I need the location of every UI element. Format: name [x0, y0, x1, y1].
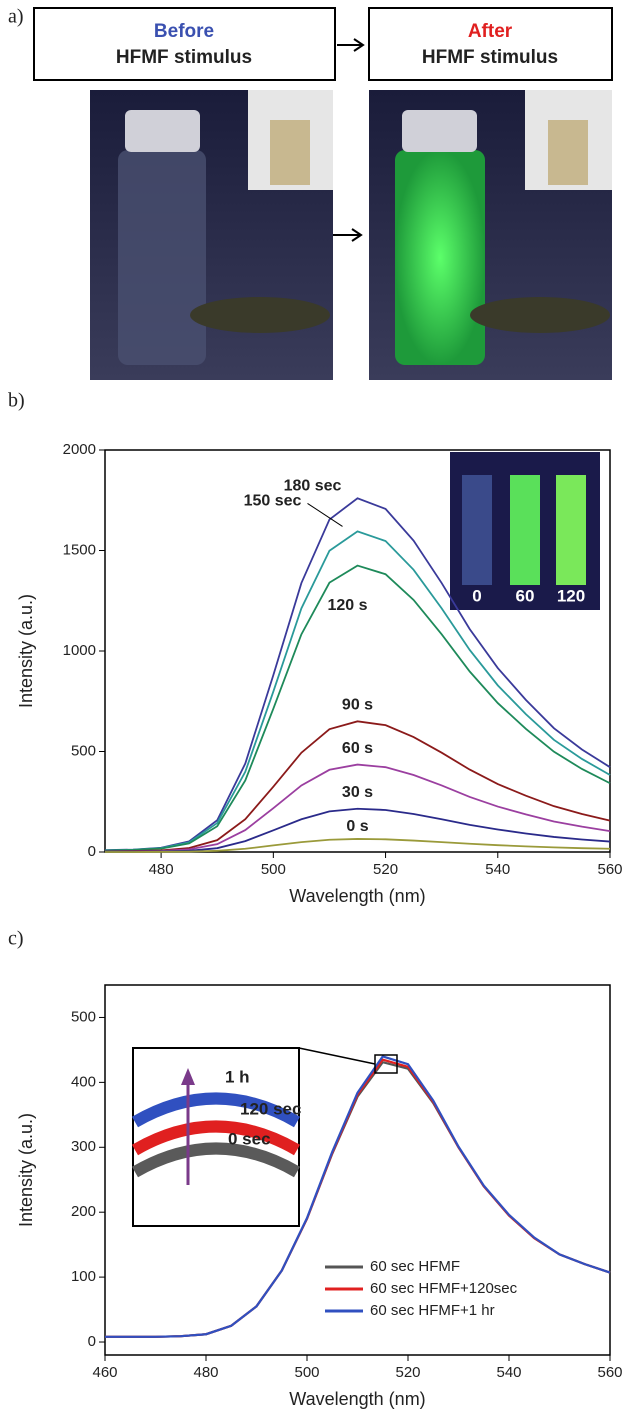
y-axis-title: Intensity (a.u.): [16, 1113, 36, 1227]
x-tick-label: 500: [261, 861, 286, 878]
inset-curve: [131, 1092, 301, 1128]
before-word: Before: [154, 21, 214, 42]
inset-label: 0 sec: [228, 1129, 271, 1148]
inset-curve: [131, 1120, 301, 1156]
x-tick-label: 500: [294, 1364, 319, 1381]
x-tick-label: 520: [373, 861, 398, 878]
photo-before: [90, 90, 333, 380]
legend-label: 60 sec HFMF: [370, 1258, 460, 1275]
line: [105, 838, 611, 853]
before-text: HFMF stimulus: [116, 47, 252, 68]
y-tick-label: 300: [71, 1138, 96, 1155]
series-label: 90 s: [342, 697, 373, 714]
y-tick-label: 200: [71, 1203, 96, 1220]
x-tick-label: 460: [92, 1364, 117, 1381]
arrow-head: [181, 1068, 195, 1085]
y-axis-title: Intensity (a.u.): [16, 594, 36, 708]
series-label: 150 sec: [244, 493, 302, 510]
line: [104, 564, 611, 852]
panel-label: b): [8, 390, 25, 412]
legend-label: 60 sec HFMF+120sec: [370, 1280, 518, 1297]
series-label: 0 s: [346, 818, 368, 835]
panel-label: c): [8, 928, 24, 950]
legend-label: 60 sec HFMF+1 hr: [370, 1302, 495, 1319]
leader: [307, 502, 343, 527]
series-label: 120 s: [327, 597, 367, 614]
x-tick-label: 480: [193, 1364, 218, 1381]
x-axis-title: Wavelength (nm): [289, 886, 425, 906]
inset-label: 0: [472, 586, 481, 605]
inset-label: 120 sec: [240, 1099, 301, 1118]
y-tick-label: 500: [71, 742, 96, 759]
series-label: 30 s: [342, 784, 373, 801]
inset-label: 120: [557, 586, 585, 605]
y-tick-label: 0: [88, 1333, 96, 1350]
y-tick-label: 0: [88, 843, 96, 860]
y-tick-label: 1500: [63, 541, 96, 558]
y-tick-label: 1000: [63, 642, 96, 659]
inset-photo: [450, 452, 600, 610]
x-tick-label: 540: [496, 1364, 521, 1381]
after-word: After: [468, 21, 513, 42]
panel-label: a): [8, 6, 24, 28]
y-tick-label: 400: [71, 1073, 96, 1090]
line: [104, 720, 611, 853]
y-tick-label: 100: [71, 1268, 96, 1285]
x-tick-label: 560: [597, 1364, 622, 1381]
after-text: HFMF stimulus: [422, 47, 558, 68]
x-tick-label: 560: [597, 861, 622, 878]
plot-frame: [104, 984, 611, 1356]
x-tick-label: 480: [149, 861, 174, 878]
arrow: [337, 38, 365, 52]
y-tick-label: 500: [71, 1008, 96, 1025]
x-tick-label: 540: [485, 861, 510, 878]
inset-curve: [131, 1142, 301, 1178]
photo-after: [369, 90, 612, 380]
line: [105, 1055, 611, 1338]
label-box: [33, 7, 336, 81]
line: [104, 763, 611, 853]
series-label: 180 sec: [284, 477, 342, 494]
x-axis-title: Wavelength (nm): [289, 1389, 425, 1409]
series-label: 60 s: [342, 740, 373, 757]
label-box: [368, 7, 613, 81]
x-tick-label: 520: [395, 1364, 420, 1381]
zoom-line: [298, 1047, 376, 1065]
y-tick-label: 2000: [63, 441, 96, 458]
inset-label: 1 h: [225, 1067, 250, 1086]
inset-label: 60: [516, 586, 535, 605]
